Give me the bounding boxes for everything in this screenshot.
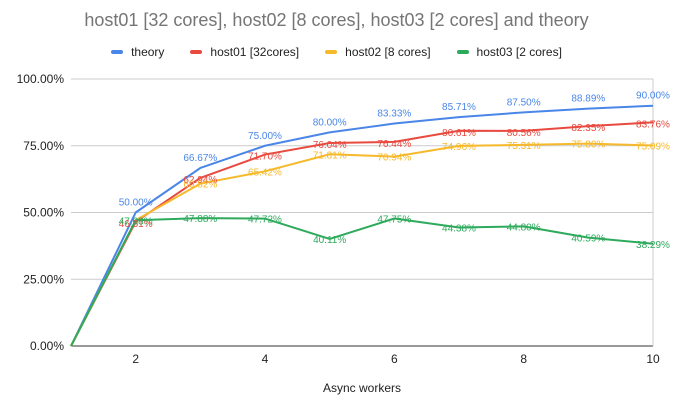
data-label: 44.80% — [507, 222, 541, 233]
legend-label: host01 [32cores] — [210, 45, 300, 59]
x-axis-title: Async workers — [323, 381, 401, 395]
x-tick-label: 2 — [132, 352, 139, 366]
x-tick-label: 4 — [262, 352, 269, 366]
data-label: 83.76% — [636, 119, 670, 130]
data-label: 87.50% — [507, 97, 541, 108]
x-tick-label: 10 — [646, 352, 660, 366]
legend-label: host02 [8 cores] — [345, 45, 431, 59]
legend-swatch — [325, 50, 338, 54]
legend-swatch — [190, 50, 203, 54]
data-label: 80.56% — [507, 128, 541, 139]
y-tick-label: 25.00% — [23, 272, 64, 286]
chart-title: host01 [32 cores], host02 [8 cores], hos… — [84, 10, 589, 30]
data-label: 80.00% — [313, 117, 347, 128]
data-label: 85.71% — [442, 102, 476, 113]
series-line — [70, 142, 654, 347]
data-label: 90.00% — [636, 91, 670, 102]
legend-item: host01 [32cores] — [190, 45, 299, 59]
y-tick-label: 50.00% — [23, 206, 64, 220]
legend-label: host03 [2 cores] — [476, 45, 562, 59]
legend-item: host02 [8 cores] — [325, 45, 431, 59]
x-tick-label: 6 — [391, 352, 398, 366]
data-label: 74.96% — [442, 142, 476, 153]
data-label: 44.38% — [442, 224, 476, 235]
data-label: 40.11% — [313, 235, 346, 246]
data-label: 76.04% — [313, 140, 347, 151]
legend: theory host01 [32cores] host02 [8 cores] ho… — [0, 45, 673, 59]
legend-item: theory — [111, 45, 164, 59]
data-label: 75.80% — [571, 140, 605, 151]
data-label: 71.70% — [248, 152, 282, 163]
y-tick-label: 100.00% — [17, 72, 65, 86]
data-label: 50.00% — [119, 198, 153, 209]
data-label: 47.08% — [119, 216, 153, 227]
data-label: 47.75% — [377, 215, 411, 226]
data-label: 75.00% — [248, 131, 282, 142]
legend-swatch — [456, 50, 469, 54]
legend-item: host03 [2 cores] — [456, 45, 562, 59]
data-label: 75.09% — [636, 142, 670, 153]
series-line — [70, 121, 654, 347]
data-label: 88.89% — [571, 94, 605, 105]
data-label: 65.42% — [248, 167, 282, 178]
data-label: 60.82% — [183, 180, 217, 191]
y-tick-label: 0.00% — [30, 339, 64, 353]
data-label: 66.67% — [183, 153, 217, 164]
series-line — [70, 217, 654, 347]
x-tick-label: 8 — [520, 352, 527, 366]
data-label: 38.29% — [636, 240, 670, 251]
data-label: 47.72% — [248, 215, 282, 226]
data-label: 80.61% — [442, 128, 476, 139]
data-label: 75.31% — [507, 141, 541, 152]
data-label: 76.44% — [377, 139, 411, 150]
data-label: 83.33% — [377, 109, 411, 120]
legend-swatch — [111, 50, 124, 54]
data-label: 46.51% — [119, 219, 153, 230]
y-tick-label: 75.00% — [23, 139, 64, 153]
legend-label: theory — [131, 45, 165, 59]
data-label: 40.59% — [571, 234, 605, 245]
data-label: 47.88% — [183, 214, 217, 225]
data-label: 70.94% — [377, 153, 411, 164]
series-line — [70, 104, 654, 347]
data-label: 71.81% — [313, 150, 347, 161]
data-label: 62.94% — [183, 175, 217, 186]
data-label: 82.35% — [571, 123, 605, 134]
